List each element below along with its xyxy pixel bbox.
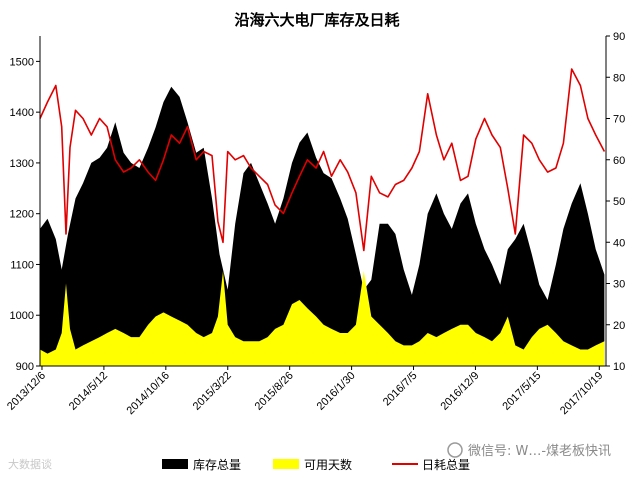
legend-label-consumption: 日耗总量: [422, 458, 470, 472]
consumption-line-group: [39, 68, 606, 252]
left-tick-labels: 900 1000 1100 1200 1300 1400 1500: [10, 56, 40, 373]
corner-watermark-text: 大数据谈: [8, 457, 52, 471]
days-area-group: [40, 271, 605, 366]
right-tick-label: 30: [613, 279, 625, 291]
days-area: [40, 271, 605, 366]
left-tick-label: 1200: [10, 209, 34, 221]
left-tick-label: 1100: [10, 259, 34, 271]
left-tick-label: 1300: [10, 158, 34, 170]
wechat-icon: [447, 442, 463, 458]
wechat-watermark-text: 微信号: W…-煤老板快讯: [468, 444, 611, 459]
legend-label-days: 可用天数: [304, 457, 352, 472]
right-tick-label: 80: [613, 72, 625, 84]
legend-swatch-days: [273, 459, 299, 469]
right-tick-label: 60: [613, 155, 625, 167]
stock-area: [40, 86, 605, 367]
right-tick-label: 40: [613, 237, 625, 249]
right-tick-label: 10: [613, 361, 625, 373]
corner-watermark: 大数据谈: [8, 457, 52, 471]
right-tick-label: 70: [613, 114, 625, 126]
left-tick-label: 1000: [10, 310, 34, 322]
right-tick-label: 90: [613, 31, 625, 43]
legend-swatch-stock: [162, 459, 188, 469]
right-tick-label: 50: [613, 196, 625, 208]
right-tick-label: 20: [613, 320, 625, 332]
right-tick-labels: 10 20 30 40 50 60 70 80 90: [606, 31, 625, 373]
stock-area-group: [40, 86, 605, 367]
left-tick-label: 900: [16, 361, 34, 373]
consumption-line: [39, 68, 606, 252]
chart-title: 沿海六大电厂库存及日耗: [234, 11, 399, 29]
left-tick-label: 1400: [10, 107, 34, 119]
legend-label-stock: 库存总量: [193, 457, 241, 472]
left-tick-label: 1500: [10, 56, 34, 68]
legend: 库存总量 可用天数 日耗总量: [162, 457, 470, 472]
wechat-watermark: 微信号: W…-煤老板快讯: [447, 442, 611, 459]
